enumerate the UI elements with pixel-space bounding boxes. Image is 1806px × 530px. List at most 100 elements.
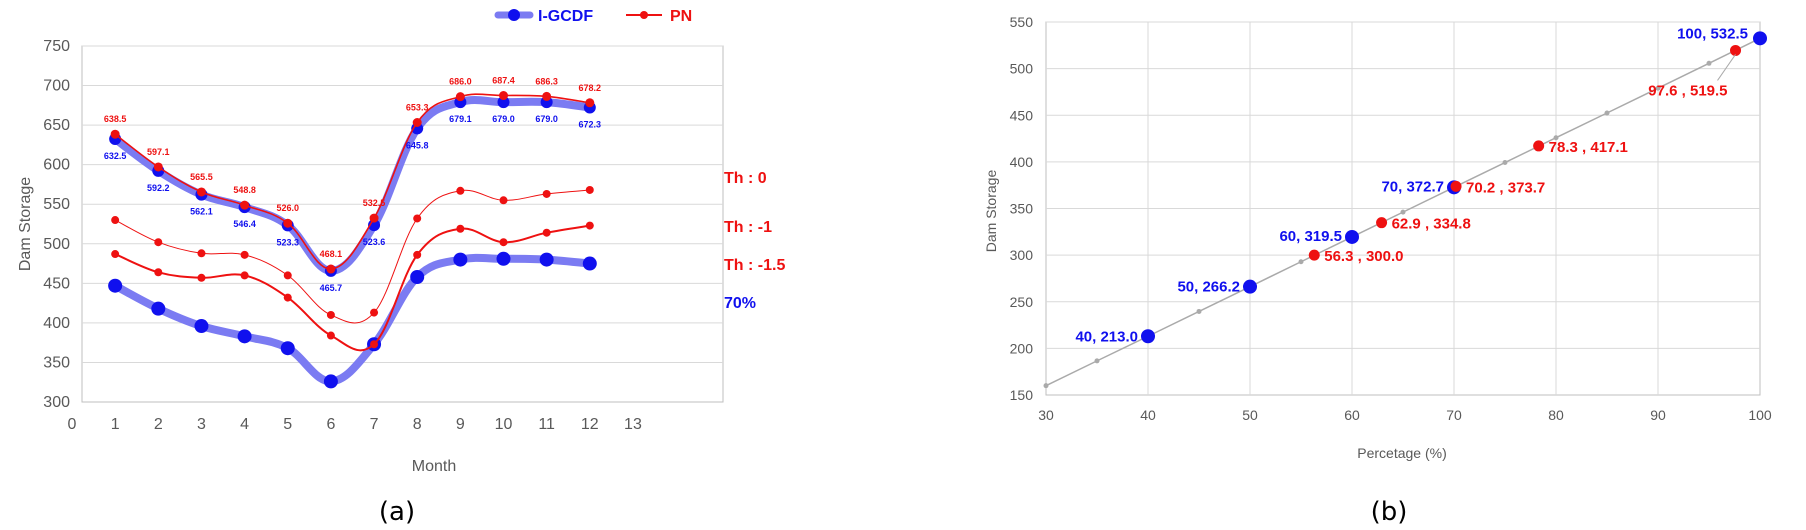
series-point-pn_th_minus1_5 — [326, 331, 335, 340]
blue-point-label: 40, 213.0 — [1075, 328, 1138, 345]
series-point-pn_th_minus1_5 — [240, 271, 249, 280]
data-label-pn_th0: 565.5 — [190, 172, 213, 182]
chart-b-ytick: 400 — [1010, 154, 1034, 170]
chart-a-xtick: 8 — [413, 416, 422, 433]
annotation-70-percent: 70% — [724, 295, 756, 312]
chart-a-xtick: 6 — [326, 416, 335, 433]
series-point-pn_th0 — [542, 91, 552, 101]
data-label-pn_th0: 653.3 — [406, 103, 429, 113]
chart-a-xtick: 7 — [370, 416, 379, 433]
chart-a-ytick: 450 — [43, 275, 70, 292]
reference-point — [1400, 209, 1406, 215]
series-point-pn_th0 — [499, 91, 508, 101]
blue-point-label: 70, 372.7 — [1381, 178, 1444, 195]
annotation-th-minus1-5-text: Th : -1.5 — [724, 257, 785, 274]
red-point-label: 78.3 , 417.1 — [1549, 139, 1628, 156]
red-point-label: 70.2 , 373.7 — [1466, 179, 1545, 196]
series-point-pn_th_minus1_5 — [413, 250, 422, 259]
chart-a-ytick: 500 — [43, 236, 70, 253]
series-point-pn_th_minus1 — [499, 196, 508, 205]
series-point-pn_th0 — [412, 118, 422, 128]
series-point-pn_th_minus1 — [326, 310, 335, 319]
series-line-igcdf_th0 — [111, 96, 594, 275]
series-point-igcdf_70 — [539, 252, 554, 267]
series-point-pn_th0 — [455, 92, 465, 102]
chart-a-ylabel: Dam Storage — [17, 177, 34, 271]
series-point-igcdf_70 — [453, 252, 468, 267]
blue-point-label: 50, 266.2 — [1177, 279, 1240, 296]
chart-a-xlabel: Month — [412, 458, 456, 475]
data-label-igcdf_th0: 592.2 — [147, 183, 170, 193]
data-label-igcdf_th0: 679.0 — [535, 114, 558, 124]
legend-pn-label: PN — [670, 8, 692, 25]
chart-b-ytick: 200 — [1010, 340, 1034, 356]
series-point-pn_th_minus1 — [283, 271, 292, 280]
series-point-igcdf_70 — [108, 278, 123, 293]
blue-point — [1141, 329, 1155, 344]
chart-a-xtick: 0 — [68, 416, 77, 433]
series-point-pn_th0 — [585, 98, 595, 108]
chart-b-xtick: 60 — [1344, 407, 1360, 423]
data-label-pn_th0: 687.4 — [492, 76, 515, 86]
red-point — [1730, 44, 1742, 56]
red-point — [1533, 140, 1545, 152]
chart-b-ytick: 500 — [1010, 61, 1034, 77]
data-label-pn_th0: 468.1 — [320, 249, 343, 259]
series-point-pn_th_minus1 — [456, 186, 465, 195]
legend-igcdf-label: I-GCDF — [538, 8, 593, 25]
chart-a-ytick: 650 — [43, 117, 70, 134]
chart-b-xtick: 30 — [1038, 407, 1054, 423]
series-point-pn_th_minus1_5 — [585, 221, 594, 230]
series-point-pn_th_minus1_5 — [456, 224, 465, 233]
data-label-igcdf_th0: 632.5 — [104, 151, 127, 161]
series-point-pn_th0 — [110, 129, 120, 139]
red-point-label: 97.6 , 519.5 — [1648, 82, 1727, 99]
chart-a-xtick: 2 — [154, 416, 163, 433]
chart-a-xtick: 11 — [538, 416, 555, 433]
chart-a-caption: (a) — [379, 497, 415, 527]
data-label-igcdf_th0: 546.4 — [233, 219, 256, 229]
series-line-pn_th_minus1_5 — [114, 224, 591, 352]
reference-point — [1196, 308, 1202, 314]
chart-b-xtick: 50 — [1242, 407, 1258, 423]
series-point-pn_th_minus1 — [413, 214, 422, 223]
blue-point — [1243, 279, 1257, 294]
reference-point — [1604, 110, 1610, 116]
annotation-th-minus1: Th : -1 — [724, 219, 772, 236]
series-point-igcdf_70 — [194, 319, 209, 334]
red-point-label: 62.9 , 334.8 — [1392, 216, 1471, 233]
chart-a-legend: I-GCDF PN — [494, 8, 692, 25]
series-point-pn_th_minus1 — [154, 238, 163, 247]
chart-b-xtick: 80 — [1548, 407, 1564, 423]
data-label-igcdf_th0: 672.3 — [579, 119, 602, 129]
data-label-igcdf_th0: 645.8 — [406, 140, 429, 150]
chart-b-xtick: 100 — [1748, 407, 1772, 423]
chart-a-xtick: 9 — [456, 416, 465, 433]
data-label-igcdf_th0: 523.3 — [276, 237, 299, 247]
chart-a-xtick: 1 — [111, 416, 120, 433]
chart-b-ytick: 300 — [1010, 247, 1034, 263]
chart-b-ytick: 250 — [1010, 294, 1034, 310]
series-point-pn_th0 — [153, 162, 163, 172]
series-point-pn_th_minus1 — [197, 249, 206, 258]
chart-b-xtick: 40 — [1140, 407, 1156, 423]
reference-point — [1655, 85, 1661, 91]
series-point-igcdf_70 — [280, 341, 295, 356]
data-label-pn_th0: 686.0 — [449, 77, 472, 87]
red-point — [1450, 180, 1462, 192]
series-point-pn_th_minus1 — [111, 216, 120, 225]
data-label-pn_th0: 686.3 — [535, 76, 558, 86]
reference-point — [1502, 160, 1508, 166]
series-point-pn_th_minus1 — [240, 250, 249, 259]
series-point-igcdf_70 — [410, 270, 425, 285]
chart-b-ytick: 350 — [1010, 201, 1034, 217]
series-line-pn_th0 — [114, 93, 591, 270]
chart-b-ylabel: Dam Storage — [983, 170, 999, 253]
chart-b-ytick: 450 — [1010, 107, 1034, 123]
blue-point — [1345, 229, 1359, 244]
data-label-igcdf_th0: 465.7 — [320, 283, 343, 293]
data-label-pn_th0: 678.2 — [579, 83, 602, 93]
legend-pn-marker — [640, 11, 648, 19]
